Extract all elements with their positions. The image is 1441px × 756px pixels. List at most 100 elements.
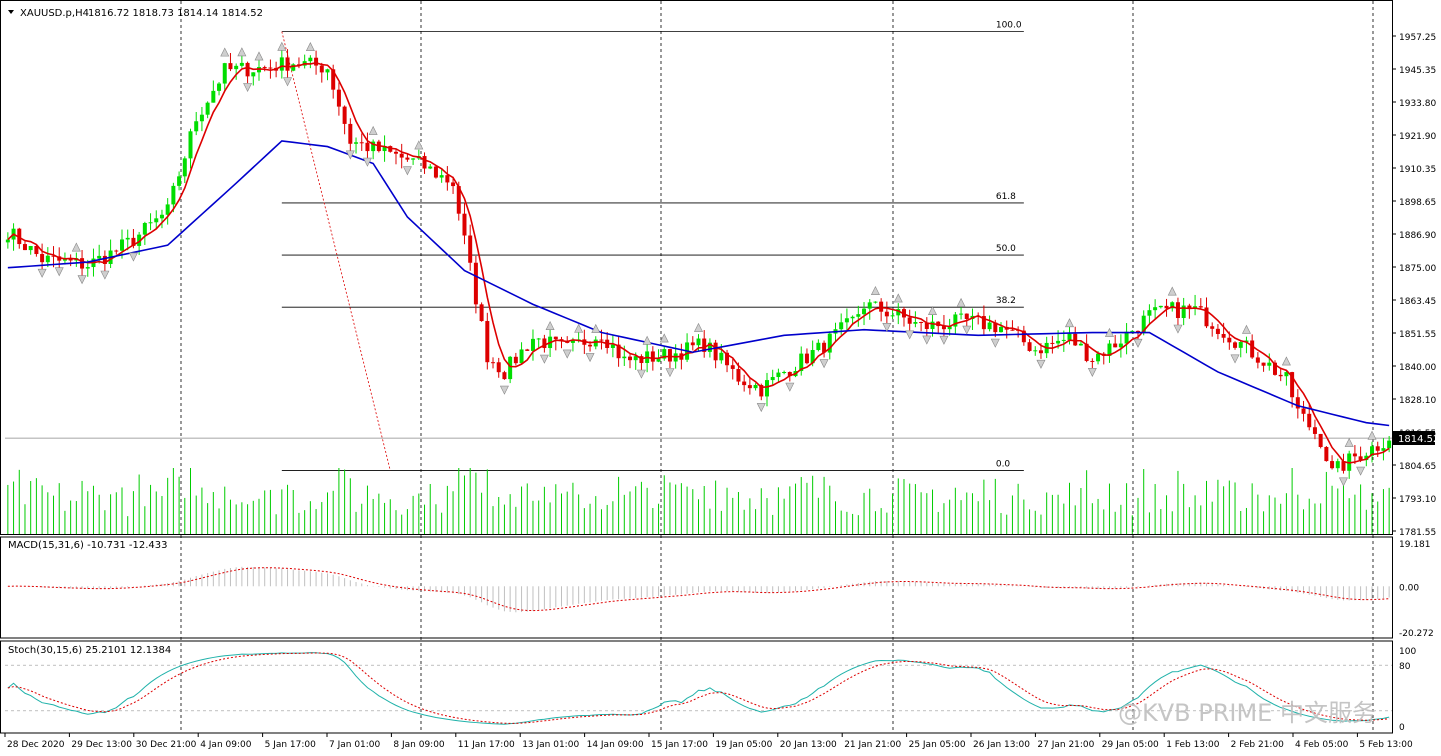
candle-body [776,372,781,378]
fractal-up-icon [642,335,652,345]
candle-body [393,151,398,154]
candle-body [1204,307,1209,327]
candle-body [816,342,821,351]
candle-body [217,83,222,91]
candle-body [867,302,872,309]
candle-body [365,142,370,152]
fib-level-label: 38.2 [996,296,1016,306]
fractal-up-icon [1241,324,1251,334]
candle-body [941,326,946,330]
fractal-down-icon [785,382,795,392]
fib-level-label: 50.0 [996,244,1016,254]
fractal-down-icon [962,325,972,335]
time-tick-label: 2 Feb 21:00 [1231,740,1285,750]
candle-body [268,67,273,69]
candle-body [570,339,575,343]
candle-body [696,338,701,346]
fractal-up-icon [659,333,669,343]
candle-body [1290,372,1295,398]
candle-body [205,102,210,115]
current-price-badge [1393,431,1435,445]
fractal-up-icon [928,306,938,315]
candle-body [770,377,775,381]
candle-body [354,142,359,144]
candle-body [422,156,427,169]
fractal-down-icon [1338,477,1348,487]
candle-body [1170,302,1175,309]
fractal-down-icon [77,275,87,285]
candle-body [491,362,496,364]
fractal-up-icon [591,323,601,333]
candle-body [239,62,244,66]
price-tick-label: 1851.55 [1399,330,1436,340]
candle-body [1147,310,1152,316]
candle-body [799,353,804,372]
candle-body [1238,342,1243,348]
moving-averages [7,62,1390,464]
candle-body [656,358,661,362]
candle-body [1324,446,1329,462]
candle-body [28,246,33,251]
time-tick-label: 20 Jan 13:00 [780,740,837,750]
price-axis: 1957.25 1945.35 1933.80 1921.90 1910.35 1898.… [1392,33,1436,733]
fractal-up-icon [694,322,703,332]
time-tick-label: 28 Dec 2020 [7,740,65,750]
candle-body [285,57,290,71]
candle-body [610,344,615,348]
time-tick-label: 4 Jan 09:00 [200,740,252,750]
time-tick-label: 8 Jan 09:00 [393,740,445,750]
slow-ma-line [7,140,1390,427]
candle-body [45,255,50,263]
macd-tick-label: 19.181 [1399,540,1431,550]
candle-body [896,309,901,316]
fractal-down-icon [665,368,675,378]
fractal-up-icon [254,51,264,61]
time-tick-label: 11 Jan 17:00 [458,740,515,750]
fib-level-label: 61.8 [996,192,1016,202]
candle-body [1358,456,1363,461]
candle-body [1067,333,1072,340]
candle-body [753,384,758,389]
candle-body [291,64,296,71]
fractal-up-icon [545,320,555,330]
fractal-down-icon [990,338,1000,348]
candle-body [1255,357,1260,363]
macd-signal-line [7,567,1390,612]
candle-body [508,356,513,380]
candle-body [22,244,27,251]
candle-body [80,258,85,269]
candle-body [148,222,153,224]
fractal-down-icon [1173,324,1183,334]
candle-body [1318,433,1323,447]
macd-pane-frame [0,536,1393,639]
candle-body [1387,440,1392,449]
candle-body [182,158,187,177]
candle-body [496,362,501,373]
fractal-up-icon [237,47,247,57]
candle-body [336,89,341,107]
candle-body [536,338,541,340]
fractal-down-icon [100,270,110,280]
macd-tick-label: -20.272 [1399,629,1434,639]
candle-body [1198,306,1203,308]
candle-body [804,353,809,364]
candle-body [884,311,889,317]
fractal-down-icon [128,252,138,262]
stoch-main-line [7,652,1390,725]
candle-body [1341,461,1346,471]
candle-body [342,106,347,124]
candle-body [742,381,747,386]
candle-body [445,175,450,183]
candle-body [707,342,712,352]
fractal-down-icon [362,157,372,167]
fractal-down-icon [585,353,595,363]
fractal-down-icon [1133,338,1143,348]
candle-body [1136,330,1140,333]
time-tick-label: 29 Dec 13:00 [71,740,132,750]
candle-body [1375,446,1380,451]
candle-body [1050,342,1055,344]
candle-body [959,313,964,315]
fractal-up-icon [1167,286,1177,296]
candle-body [930,321,935,329]
